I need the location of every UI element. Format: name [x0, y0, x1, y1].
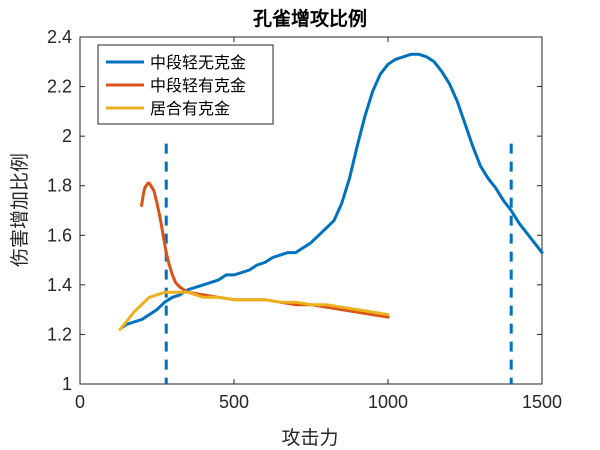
y-axis-label: 伤害增加比例 [9, 153, 31, 267]
x-tick-label: 1000 [368, 392, 408, 412]
y-tick-label: 1 [62, 374, 72, 394]
x-tick-label: 500 [219, 392, 249, 412]
legend-label: 中段轻无克金 [150, 53, 246, 72]
y-tick-label: 1.6 [47, 225, 72, 245]
chart-title: 孔雀增攻比例 [253, 7, 367, 30]
series-line-3 [118, 290, 390, 331]
reference-lines [164, 143, 513, 384]
y-tick-label: 2 [62, 126, 72, 146]
y-tick-label: 2.2 [47, 77, 72, 97]
y-tick-label: 2.4 [47, 27, 72, 47]
series-line-2 [140, 181, 390, 319]
y-tick-label: 1.8 [47, 176, 72, 196]
series-line-1 [121, 52, 544, 329]
series-lines [118, 52, 544, 331]
x-axis-label: 攻击力 [281, 427, 338, 449]
x-tick-label: 1500 [522, 392, 562, 412]
x-tick-label: 0 [75, 392, 85, 412]
legend-label: 中段轻有克金 [150, 76, 246, 95]
plot-area [79, 36, 543, 385]
legend-label: 居合有克金 [150, 99, 230, 118]
axes: 0 500 1000 1500 1 1.2 1.4 1.6 1.8 2 2.2 2.4 [47, 27, 562, 412]
y-tick-label: 1.4 [47, 275, 72, 295]
y-tick-label: 1.2 [47, 324, 72, 344]
